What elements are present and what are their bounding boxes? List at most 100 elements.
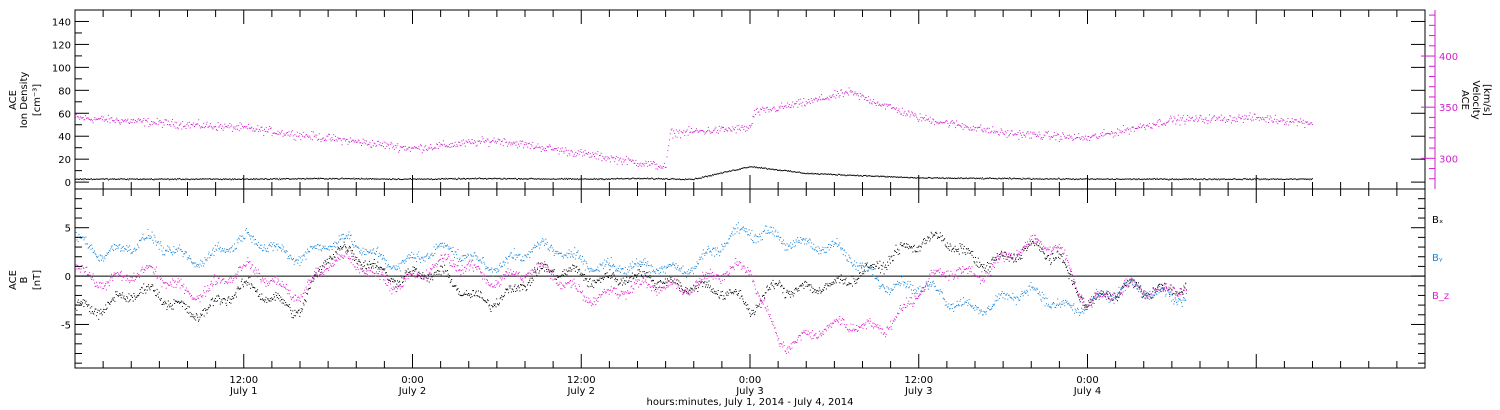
by-series-point [84, 237, 86, 239]
density-series-point [980, 177, 982, 179]
bx-series-point [412, 266, 414, 268]
density-series-point [1054, 178, 1056, 180]
velocity-series-point [984, 129, 986, 131]
bx-series-point [659, 281, 661, 283]
bx-series-point [731, 292, 732, 294]
velocity-series-point [266, 131, 268, 133]
bx-series-point [1162, 288, 1164, 290]
density-series-point [217, 178, 219, 180]
density-series-point [116, 178, 118, 180]
density-series-point [1142, 179, 1144, 181]
density-series-point [1275, 178, 1277, 180]
bx-series-point [101, 312, 102, 314]
bx-series-point [885, 267, 887, 268]
by-series-point [106, 252, 108, 254]
bx-series-point [432, 275, 434, 277]
density-series-point [1274, 178, 1275, 180]
velocity-series-point [85, 115, 87, 117]
velocity-series-point [1223, 118, 1225, 120]
density-series-point [1122, 178, 1124, 180]
density-series-point [703, 176, 705, 178]
velocity-series-point [545, 150, 547, 151]
velocity-series-point [157, 124, 159, 126]
velocity-series-point [768, 111, 770, 113]
velocity-series-point [557, 147, 559, 149]
bx-series-point [977, 257, 979, 259]
velocity-series-point [156, 123, 157, 125]
density-series-point [1295, 178, 1297, 180]
velocity-series-point [214, 126, 216, 128]
bx-series-point [639, 271, 641, 273]
by-series-point [200, 259, 202, 261]
velocity-series-point [938, 123, 940, 125]
velocity-series-point [538, 147, 540, 149]
velocity-series-point [947, 123, 949, 125]
density-series-point [1177, 179, 1179, 181]
density-series-point [200, 178, 202, 180]
velocity-series-point [819, 96, 821, 98]
bx-series-point [1157, 285, 1159, 287]
density-series-point [734, 169, 735, 171]
velocity-series-point [760, 108, 762, 110]
bx-series-point [160, 299, 162, 301]
by-series-point [184, 250, 186, 252]
bx-series-point [1036, 241, 1038, 243]
density-series-point [578, 178, 580, 180]
density-series-point [818, 173, 820, 175]
velocity-series-point [1294, 119, 1296, 121]
by-series-point [247, 232, 249, 234]
density-series-point [802, 172, 804, 174]
bx-series-point [911, 247, 913, 249]
velocity-series-point [116, 117, 118, 119]
density-series-point [1048, 178, 1050, 180]
velocity-series-point [310, 138, 312, 140]
bx-series-point [437, 269, 439, 271]
bx-series-point [191, 316, 193, 318]
bx-series-point [643, 277, 645, 279]
velocity-series-point [421, 152, 423, 154]
by-series-point [168, 246, 170, 248]
bx-series-point [1134, 281, 1136, 283]
by-series-point [203, 263, 205, 265]
density-series-point [599, 178, 600, 180]
velocity-series-point [523, 144, 525, 146]
density-series-point [366, 178, 368, 180]
velocity-series-point [1009, 133, 1011, 134]
bx-series-point [708, 280, 710, 282]
velocity-series-point [690, 128, 692, 129]
velocity-series-point [1263, 118, 1264, 120]
bx-series-point [660, 280, 661, 282]
density-series-point [80, 178, 82, 180]
velocity-series-point [631, 159, 633, 161]
bx-series-point [843, 279, 845, 280]
density-series-point [1290, 178, 1291, 180]
velocity-series-point [152, 121, 154, 123]
bx-series-point [1041, 248, 1043, 250]
bx-series-point [469, 293, 471, 295]
velocity-series-point [747, 127, 749, 129]
velocity-series-point [405, 149, 407, 151]
bx-series-point [394, 280, 396, 282]
velocity-series-point [646, 162, 648, 164]
bx-series-point [474, 295, 476, 297]
velocity-series-point [1207, 123, 1209, 125]
velocity-series-point [215, 126, 217, 128]
by-series-point [87, 247, 89, 249]
by-series-point [275, 245, 277, 247]
bx-series-point [954, 245, 956, 247]
density-series-point [365, 178, 367, 180]
bx-series-point [236, 296, 237, 298]
density-series-point [746, 167, 748, 169]
bx-series-point [642, 271, 644, 273]
velocity-series-point [436, 143, 438, 145]
bx-series-point [1107, 298, 1109, 299]
velocity-series-point [548, 146, 550, 148]
bx-series-point [915, 251, 917, 253]
density-series-point [391, 178, 393, 180]
bx-series-point [250, 283, 252, 285]
bx-series-point [129, 300, 131, 302]
velocity-series-point [299, 133, 301, 134]
velocity-series-point [207, 126, 209, 128]
bx-series-point [324, 259, 326, 261]
velocity-series-point [987, 127, 989, 129]
